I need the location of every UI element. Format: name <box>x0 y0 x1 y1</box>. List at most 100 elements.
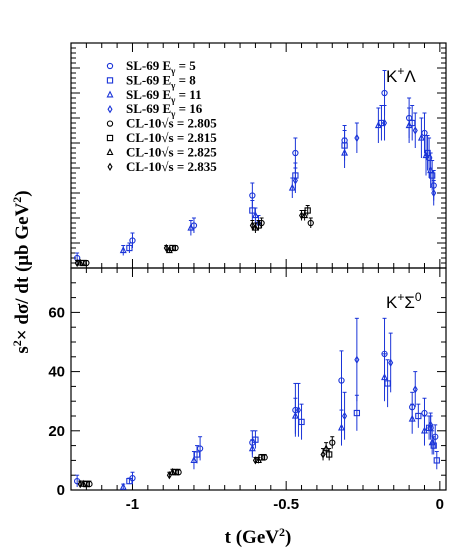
panel-label-lambda: Λ <box>404 67 416 86</box>
data-point-p0-s3-pt4 <box>412 126 418 135</box>
legend-marker-3 <box>107 105 113 114</box>
y-tick-labels: 0 20 40 60 <box>48 304 65 499</box>
x-axis-title-sup: 2 <box>279 525 285 539</box>
legend-label-sub: γ <box>170 109 176 119</box>
legend-label-3: SL-69 Eγ = 16 <box>126 101 203 119</box>
x-axis-title: t (GeV2) <box>225 525 292 548</box>
data-point-p1-s0-pt5 <box>338 377 345 384</box>
panel-label-ksigma: K+Σ0 <box>386 290 422 312</box>
data-point-p0-s3-pt2 <box>354 133 360 143</box>
data-point-p0-s2-pt1 <box>187 223 195 231</box>
data-point-p0-s7-pt3 <box>298 211 305 220</box>
data-point-p0-s7-pt0 <box>74 258 80 268</box>
y-tick-label: 0 <box>57 482 65 499</box>
legend-label-2: SL-69 Eγ = 11 <box>126 87 202 105</box>
data-point-p1-s3-pt0 <box>295 405 302 415</box>
legend-label-sub: γ <box>170 95 176 105</box>
data-point-p1-s7-pt1 <box>166 471 172 480</box>
legend-label-4: CL-10√s = 2.805 <box>126 116 217 131</box>
data-point-p0-s1-pt0 <box>126 244 133 252</box>
legend-marker-5 <box>106 134 114 142</box>
legend-label-5: CL-10√s = 2.815 <box>126 130 217 145</box>
data-point-p0-s6-pt2 <box>251 223 259 231</box>
y-axis-title-part1: s <box>12 346 33 353</box>
data-point-p0-s7-pt1 <box>163 243 169 253</box>
panel-label-zero: 0 <box>415 290 422 304</box>
data-point-p0-s0-pt1 <box>129 237 136 244</box>
legend-label-rest: = 11 <box>175 87 201 102</box>
data-point-p1-s3-pt1 <box>342 411 348 421</box>
data-point-p1-s2-pt7 <box>420 426 428 434</box>
top-panel-data <box>73 70 437 268</box>
y-tick-label: 40 <box>48 364 65 381</box>
data-point-p0-s2-pt9 <box>427 166 435 174</box>
top-panel-ticks <box>70 42 446 269</box>
panel-label-k: K <box>386 293 398 312</box>
data-point-p1-s3-pt2 <box>354 355 360 364</box>
legend-label-0: SL-69 Eγ = 5 <box>126 58 196 76</box>
data-point-p1-s4-pt3 <box>329 439 336 446</box>
data-point-p0-s3-pt3 <box>381 118 388 128</box>
data-point-p0-s2-pt3 <box>288 183 296 191</box>
legend-label-sub: γ <box>170 80 176 90</box>
data-point-p1-s2-pt2 <box>248 444 256 452</box>
data-point-p1-s2-pt1 <box>190 456 198 464</box>
data-point-p1-s2-pt4 <box>338 423 345 431</box>
panel-label-sigma: Σ <box>404 293 415 312</box>
y-axis-title-sup2: 2 <box>10 197 24 203</box>
x-tick-label: -0.5 <box>273 496 299 513</box>
data-point-p0-s6-pt1 <box>165 246 173 254</box>
bottom-panel-data <box>73 317 440 490</box>
panel-label-plus: + <box>397 64 404 78</box>
data-point-p1-s7-pt3 <box>320 450 326 459</box>
x-tick-labels: -1 -0.5 0 <box>126 496 444 513</box>
data-point-p0-s3-pt5 <box>431 188 437 198</box>
data-point-p1-s2-pt3 <box>291 411 299 419</box>
legend-marker-1 <box>106 77 114 84</box>
data-point-p1-s7-pt2 <box>252 456 258 465</box>
legend-label-rest: = 8 <box>175 72 196 87</box>
legend-label-main: SL-69 E <box>126 72 171 87</box>
legend-label-sub: γ <box>170 66 176 76</box>
legend-label-1: SL-69 Eγ = 8 <box>126 72 196 90</box>
data-point-p1-s1-pt0 <box>126 477 133 485</box>
x-tick-label: -1 <box>126 496 139 513</box>
panel-label-plus: + <box>397 290 404 304</box>
data-point-p1-s2-pt5 <box>381 373 389 381</box>
data-point-p0-s0-pt6 <box>381 89 388 97</box>
x-axis-title-main: t (GeV <box>225 527 280 548</box>
data-point-p0-s2-pt5 <box>374 121 382 129</box>
y-axis-title-part2: × dσ/ dt (μb GeV <box>12 202 33 340</box>
legend-marker-6 <box>106 148 114 156</box>
legend-label-main: SL-69 E <box>126 101 171 116</box>
data-point-p1-s2-pt6 <box>408 414 416 422</box>
data-point-p1-s1-pt9 <box>433 457 440 464</box>
x-axis-title-tail: ) <box>285 527 291 548</box>
data-point-p1-s7-pt0 <box>77 479 83 489</box>
data-point-p1-s1-pt4 <box>353 409 361 417</box>
legend: SL-69 Eγ = 5SL-69 Eγ = 8SL-69 Eγ = 11SL-… <box>106 58 217 174</box>
data-point-p0-s2-pt7 <box>417 133 425 141</box>
panel-label-klambda: K+Λ <box>386 64 416 86</box>
y-tick-label: 60 <box>48 304 65 321</box>
legend-label-6: CL-10√s = 2.825 <box>126 144 217 159</box>
legend-label-rest: = 16 <box>175 101 202 116</box>
data-point-p1-s1-pt6 <box>415 412 422 420</box>
y-axis-title-part3: ) <box>12 190 33 196</box>
legend-label-main: SL-69 E <box>126 87 171 102</box>
data-point-p1-s3-pt3 <box>388 358 394 367</box>
x-tick-label: 0 <box>436 496 444 513</box>
data-point-p1-s3-pt5 <box>428 420 434 430</box>
legend-marker-7 <box>107 162 113 171</box>
data-point-p0-s2-pt4 <box>341 148 349 156</box>
bottom-panel-frame <box>70 267 447 491</box>
legend-label-main: SL-69 E <box>126 58 171 73</box>
panel-label-k: K <box>386 67 398 86</box>
legend-label-rest: = 5 <box>175 58 196 73</box>
data-point-p0-s3-pt1 <box>292 176 298 185</box>
legend-label-7: CL-10√s = 2.835 <box>126 159 217 174</box>
legend-marker-4 <box>106 120 114 127</box>
data-point-p0-s4-pt3 <box>307 219 314 227</box>
legend-marker-0 <box>106 62 114 70</box>
